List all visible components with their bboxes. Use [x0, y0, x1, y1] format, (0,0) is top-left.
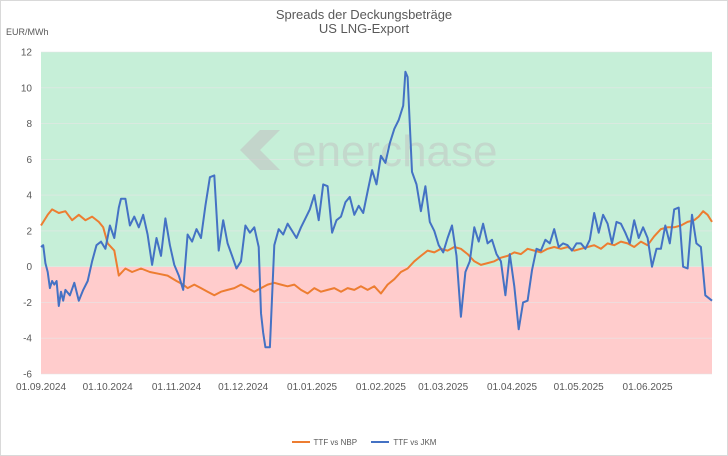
x-tick-label: 01.10.2024	[83, 382, 133, 393]
x-tick-label: 01.04.2025	[487, 382, 537, 393]
legend-label-ttf-vs-nbp: TTF vs NBP	[313, 437, 358, 447]
series-line-ttf-vs-nbp	[40, 208, 713, 297]
y-tick-label: 10	[21, 83, 33, 94]
x-tick-label: 01.02.2025	[356, 382, 406, 393]
watermark-logo-icon	[240, 130, 280, 170]
x-axis: 01.09.2024 01.10.2024 01.11.2024 01.12.2024…	[16, 382, 673, 393]
y-tick-label: 4	[26, 191, 32, 202]
y-tick-label: -6	[23, 370, 32, 381]
y-tick-label: -4	[23, 334, 32, 345]
legend-swatch-ttf-vs-nbp	[291, 441, 310, 443]
y-tick-label: -2	[23, 298, 32, 309]
legend-swatch-ttf-vs-jkm	[371, 441, 390, 443]
background-band-1	[41, 266, 712, 374]
y-axis-unit-label: EUR/MWh	[6, 27, 49, 37]
x-tick-label: 01.11.2024	[152, 382, 202, 393]
x-tick-label: 01.03.2025	[418, 382, 468, 393]
y-axis: 12 10 8 6 4 2 0 -2 -4 -6	[21, 48, 33, 381]
chart-subtitle: US LNG-Export	[318, 21, 410, 36]
legend-item-ttf-vs-jkm: TTF vs JKM	[371, 438, 436, 447]
watermark-text: enerchase	[292, 127, 497, 176]
legend-item-ttf-vs-nbp: TTF vs NBP	[291, 437, 358, 447]
series-line-ttf-vs-jkm	[40, 70, 713, 349]
y-tick-label: 0	[26, 262, 32, 273]
y-tick-label: 2	[26, 226, 32, 237]
x-tick-label: 01.01.2025	[287, 382, 337, 393]
x-tick-label: 01.12.2024	[218, 382, 268, 393]
legend: TTF vs NBP TTF vs JKM	[0, 436, 728, 447]
x-tick-label: 01.05.2025	[554, 382, 604, 393]
gridlines	[41, 51, 712, 375]
y-tick-label: 12	[21, 48, 33, 59]
watermark: enerchase	[240, 127, 497, 176]
background-bands	[41, 52, 712, 374]
series-lines	[40, 70, 713, 349]
chart-title: Spreads der Deckungsbeträge	[275, 7, 453, 22]
x-tick-label: 01.09.2024	[16, 382, 66, 393]
y-tick-label: 6	[26, 155, 32, 166]
legend-label-ttf-vs-jkm: TTF vs JKM	[393, 437, 437, 447]
x-tick-label: 01.06.2025	[623, 382, 673, 393]
y-tick-label: 8	[26, 119, 32, 130]
